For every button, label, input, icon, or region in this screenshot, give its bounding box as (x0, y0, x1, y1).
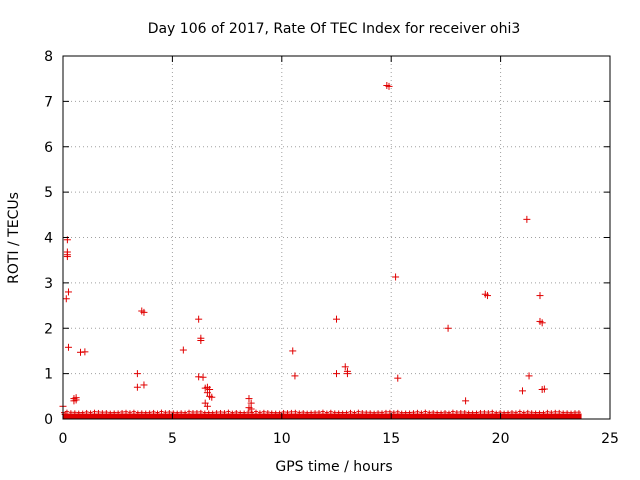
y-tick-label: 1 (44, 367, 53, 383)
y-tick-labels: 0 1 2 3 4 5 6 7 8 (44, 49, 53, 428)
data-point (195, 315, 203, 323)
data-point (333, 315, 340, 323)
y-tick-label: 6 (44, 140, 53, 156)
x-tick-label: 5 (168, 431, 177, 447)
data-point (525, 372, 533, 380)
x-tick-label: 20 (492, 431, 510, 447)
data-point (483, 292, 491, 300)
data-point (64, 343, 72, 351)
data-point (341, 363, 349, 371)
baseline-band (63, 413, 582, 419)
data-point (64, 288, 72, 296)
data-point (245, 395, 253, 403)
data-point (523, 215, 531, 223)
data-point (179, 346, 187, 354)
y-tick-label: 2 (44, 321, 53, 337)
data-point (197, 337, 205, 345)
data-point (140, 308, 148, 316)
data-point (518, 387, 526, 395)
data-point (140, 381, 148, 389)
data-point (208, 393, 216, 401)
baseline-noise-band (61, 409, 582, 419)
chart-title: Day 106 of 2017, Rate Of TEC Index for r… (148, 21, 521, 37)
data-point (203, 402, 211, 410)
data-point (247, 399, 255, 407)
data-point (444, 324, 452, 332)
data-point (247, 405, 255, 413)
data-point (62, 295, 70, 303)
data-point (536, 292, 544, 300)
y-tick-label: 0 (44, 412, 53, 428)
data-point (133, 370, 141, 378)
data-point (394, 374, 402, 382)
data-point (63, 253, 71, 261)
data-points (59, 81, 548, 418)
x-tick-label: 0 (59, 431, 68, 447)
y-tick-label: 7 (44, 94, 53, 110)
x-tick-label: 15 (382, 431, 400, 447)
data-point (333, 370, 340, 378)
grid-lines (63, 56, 610, 419)
data-point (385, 82, 393, 90)
data-point (199, 373, 207, 381)
data-point (72, 396, 80, 404)
data-point (392, 273, 400, 281)
data-point (81, 348, 89, 356)
y-tick-label: 3 (44, 276, 53, 292)
y-tick-label: 4 (44, 231, 53, 247)
y-tick-label: 5 (44, 185, 53, 201)
data-point (203, 389, 211, 397)
x-axis-label: GPS time / hours (275, 459, 392, 475)
data-point (540, 385, 548, 393)
x-tick-label: 25 (601, 431, 619, 447)
data-point (343, 370, 351, 378)
x-tick-labels: 0 5 10 15 20 25 (59, 431, 619, 447)
y-axis-label: ROTI / TECUs (6, 192, 22, 284)
axis-ticks (62, 55, 611, 420)
data-point (462, 397, 470, 405)
x-tick-label: 10 (273, 431, 291, 447)
data-point (291, 372, 299, 380)
data-point (133, 383, 141, 391)
data-point (289, 347, 297, 355)
y-tick-label: 8 (44, 49, 53, 65)
data-point (538, 319, 546, 327)
